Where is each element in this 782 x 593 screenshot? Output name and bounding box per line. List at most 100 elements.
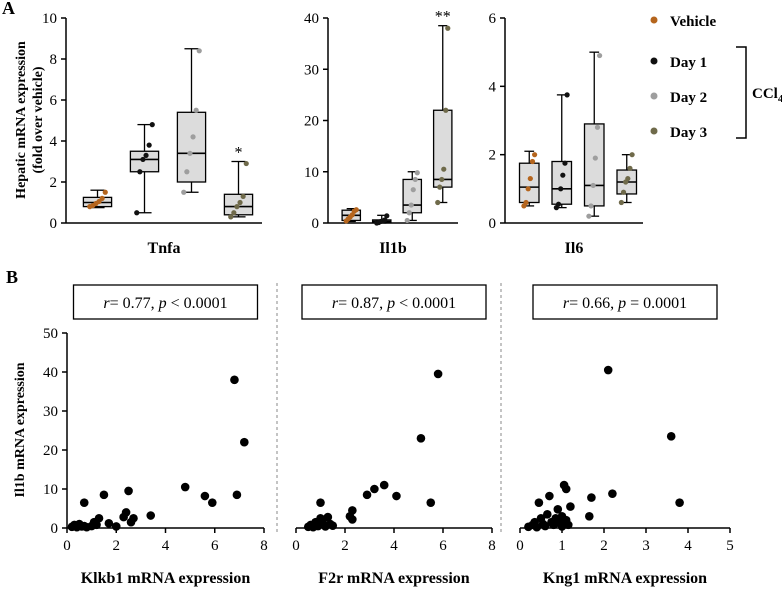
panel-label-b: B bbox=[6, 267, 18, 287]
data-point bbox=[232, 490, 242, 500]
stat-part: p bbox=[386, 295, 395, 312]
data-point bbox=[590, 182, 596, 189]
y-tick-label: 0 bbox=[489, 216, 497, 232]
stat-part: = 0.77, bbox=[110, 295, 159, 312]
gene-label-tnfa: Tnfa bbox=[148, 240, 181, 257]
data-point bbox=[426, 498, 436, 507]
x-tick-label: 2 bbox=[600, 538, 608, 554]
legend-bracket bbox=[736, 46, 747, 139]
data-point bbox=[666, 432, 676, 441]
x-axis-label: Kng1 mRNA expression bbox=[543, 570, 707, 587]
panel-a-ylabel-line1: Hepatic mRNA expression bbox=[14, 41, 29, 199]
data-point bbox=[121, 508, 131, 517]
stat-part: p bbox=[617, 295, 626, 312]
data-point bbox=[146, 511, 156, 520]
legend-marker-vehicle bbox=[650, 16, 658, 24]
box bbox=[176, 111, 207, 183]
data-point bbox=[234, 204, 240, 210]
stat-part: r bbox=[103, 295, 110, 312]
stat-box bbox=[532, 284, 718, 320]
panel-label-a: A bbox=[2, 0, 15, 18]
data-point bbox=[625, 175, 631, 182]
data-point bbox=[348, 515, 357, 524]
stat-text: r= 0.77, p < 0.0001 bbox=[103, 295, 227, 312]
data-point bbox=[558, 186, 564, 192]
data-point bbox=[603, 365, 613, 375]
data-point bbox=[441, 166, 447, 172]
y-tick-label: 20 bbox=[304, 114, 319, 130]
data-point bbox=[228, 214, 234, 220]
data-point bbox=[543, 510, 552, 519]
data-point bbox=[435, 199, 441, 206]
data-point bbox=[523, 199, 529, 206]
box bbox=[402, 178, 423, 214]
data-point bbox=[392, 491, 401, 501]
data-point bbox=[230, 375, 239, 385]
data-point bbox=[111, 522, 121, 531]
significance-label: * bbox=[235, 145, 243, 162]
x-axis-label: F2r mRNA expression bbox=[318, 570, 470, 587]
x-tick-label: 6 bbox=[211, 538, 219, 554]
legend: Vehicle Day 1 Day 2 Day 3 CCl4 bbox=[650, 14, 782, 141]
x-tick-label: 4 bbox=[684, 538, 692, 554]
data-point bbox=[529, 158, 536, 165]
y-tick-label: 10 bbox=[42, 11, 57, 27]
boxplot-tnfa: 0 2 4 6 8 10 * Tnfa bbox=[42, 11, 262, 257]
data-point bbox=[237, 199, 243, 206]
y-tick-label: 30 bbox=[43, 404, 58, 420]
y-tick-label: 10 bbox=[304, 165, 319, 181]
data-point bbox=[564, 520, 573, 530]
data-point bbox=[416, 434, 426, 443]
box bbox=[432, 109, 453, 188]
data-point bbox=[562, 160, 568, 166]
boxplot-il6: 0 2 4 6 Il6 bbox=[489, 11, 643, 257]
data-point bbox=[629, 152, 635, 158]
data-point bbox=[348, 506, 357, 515]
data-point bbox=[439, 176, 445, 183]
data-point bbox=[534, 498, 544, 507]
data-point bbox=[92, 520, 101, 530]
data-point bbox=[146, 142, 152, 148]
data-point bbox=[597, 52, 603, 59]
y-tick-label: 6 bbox=[50, 93, 58, 109]
legend-label-day2: Day 2 bbox=[670, 90, 707, 106]
y-tick-label: 40 bbox=[304, 11, 319, 27]
data-point bbox=[184, 169, 190, 175]
data-point bbox=[180, 482, 190, 492]
data-point bbox=[129, 513, 138, 523]
data-point bbox=[553, 504, 563, 514]
y-tick-label: 50 bbox=[43, 326, 58, 342]
data-point bbox=[99, 490, 109, 500]
stat-part: r bbox=[332, 295, 339, 312]
data-point bbox=[566, 502, 575, 511]
data-point bbox=[370, 484, 379, 494]
y-tick-label: 8 bbox=[50, 52, 58, 68]
x-tick-label: 2 bbox=[113, 538, 121, 554]
y-tick-label: 0 bbox=[50, 216, 58, 232]
stat-text: r= 0.87, p < 0.0001 bbox=[332, 295, 456, 312]
data-point bbox=[620, 189, 627, 195]
data-point bbox=[99, 195, 105, 201]
data-point bbox=[102, 189, 108, 195]
scatter-0: 0 10 20 30 40 50 0 2 4 6 8 Klkb1 mRNA expression r= … bbox=[43, 284, 268, 587]
gene-label-il6: Il6 bbox=[565, 240, 584, 257]
data-point bbox=[137, 169, 143, 175]
x-tick-label: 0 bbox=[63, 538, 71, 554]
data-point bbox=[240, 437, 249, 447]
data-point bbox=[231, 210, 237, 216]
ccl-text: CCl bbox=[752, 86, 778, 102]
data-point bbox=[196, 48, 202, 54]
data-point bbox=[243, 160, 249, 167]
y-tick-label: 30 bbox=[304, 62, 319, 78]
data-point bbox=[379, 480, 389, 490]
data-point bbox=[592, 155, 598, 161]
data-point bbox=[362, 490, 372, 500]
x-tick-label: 8 bbox=[260, 538, 268, 554]
data-point bbox=[143, 152, 149, 158]
boxplot-il1b: 0 10 20 30 40 ** Il1b bbox=[304, 9, 458, 257]
data-point bbox=[525, 186, 531, 192]
gene-label-il1b: Il1b bbox=[379, 240, 407, 257]
x-tick-label: 1 bbox=[558, 538, 566, 554]
x-axis-label: Klkb1 mRNA expression bbox=[81, 570, 251, 587]
